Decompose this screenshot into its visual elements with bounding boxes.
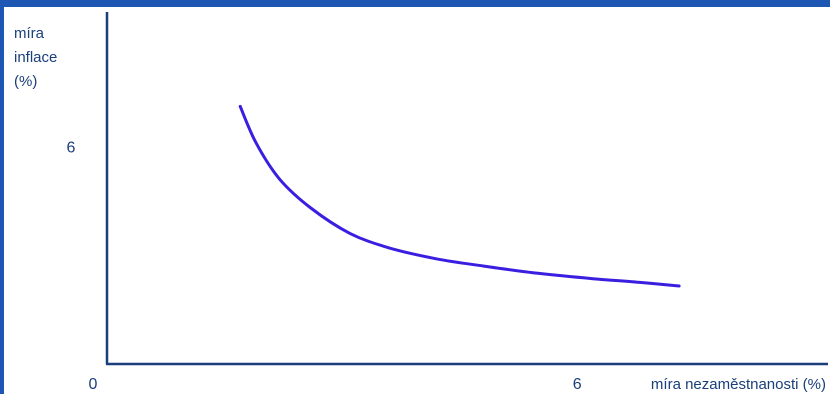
y-axis-label-line-2: inflace <box>14 49 57 66</box>
x-tick-label-0: 6 <box>573 376 582 393</box>
y-tick-label-0: 6 <box>67 139 76 156</box>
origin-label: 0 <box>89 376 98 393</box>
x-tick-labels: 6 <box>573 376 582 393</box>
y-tick-labels: 6 <box>67 139 76 156</box>
y-axis-label-line-1: míra <box>14 25 45 42</box>
x-axis-label: míra nezaměstnanosti (%) <box>651 376 826 393</box>
y-axis-label-line-3: (%) <box>14 73 37 90</box>
top-frame-bar <box>0 0 830 7</box>
left-frame-bar <box>0 0 4 394</box>
phillips-curve-line <box>238 104 681 288</box>
